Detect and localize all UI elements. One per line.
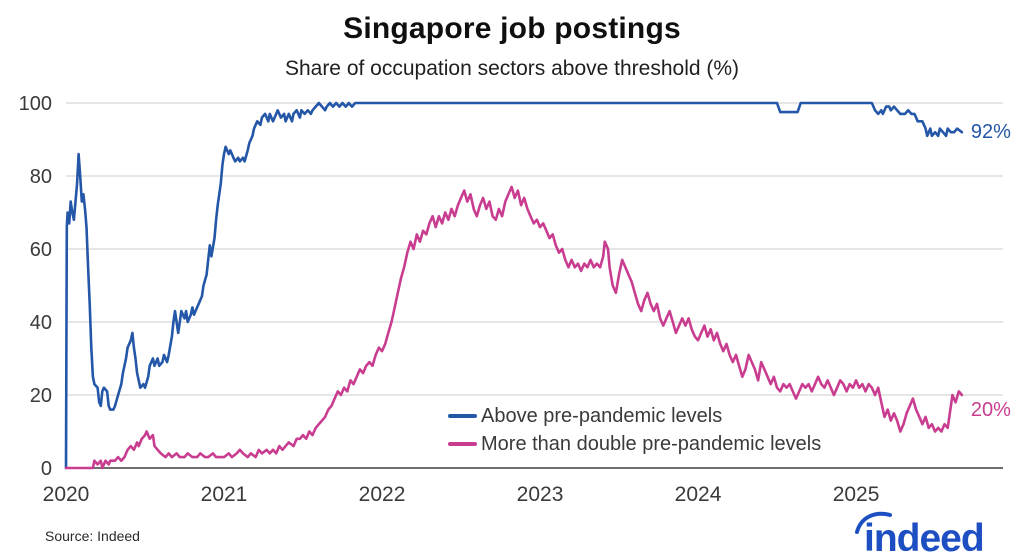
x-tick-label: 2024 xyxy=(675,483,722,506)
y-tick-label: 80 xyxy=(30,166,52,188)
legend-line-swatch-pink xyxy=(448,442,477,446)
y-tick-label: 60 xyxy=(30,239,52,261)
series-end-value-pink: 20% xyxy=(970,399,1011,421)
y-tick-label: 20 xyxy=(30,385,52,407)
x-tick-label: 2022 xyxy=(359,483,406,506)
x-tick-label: 2020 xyxy=(43,483,90,506)
legend-label: Above pre-pandemic levels xyxy=(481,404,723,427)
y-tick-label: 40 xyxy=(30,312,52,334)
series-line-0 xyxy=(64,101,964,470)
legend-line-swatch-blue xyxy=(448,414,477,418)
logo-wordmark: indeed xyxy=(864,517,984,556)
chart-legend: Above pre-pandemic levels More than doub… xyxy=(448,402,821,458)
y-tick-label: 0 xyxy=(41,458,52,480)
logo-swoosh xyxy=(855,511,892,534)
legend-label: More than double pre-pandemic levels xyxy=(481,432,822,455)
x-tick-label: 2025 xyxy=(833,483,880,506)
series-end-value-blue: 92% xyxy=(970,121,1011,144)
series-line-1 xyxy=(64,185,964,470)
legend-item-double-prepandemic: More than double pre-pandemic levels xyxy=(448,430,821,458)
legend-item-above-prepandemic: Above pre-pandemic levels xyxy=(448,402,821,430)
indeed-logo-graphic: indeed xyxy=(855,511,985,559)
indeed-logo: indeed xyxy=(852,508,1020,559)
chart-subtitle: Share of occupation sectors above thresh… xyxy=(284,57,740,80)
source-credit: Source: Indeed xyxy=(45,528,140,544)
x-tick-label: 2021 xyxy=(201,483,248,506)
x-tick-label: 2023 xyxy=(517,483,564,506)
y-tick-label: 100 xyxy=(19,93,52,115)
chart-title: Singapore job postings xyxy=(343,12,681,45)
